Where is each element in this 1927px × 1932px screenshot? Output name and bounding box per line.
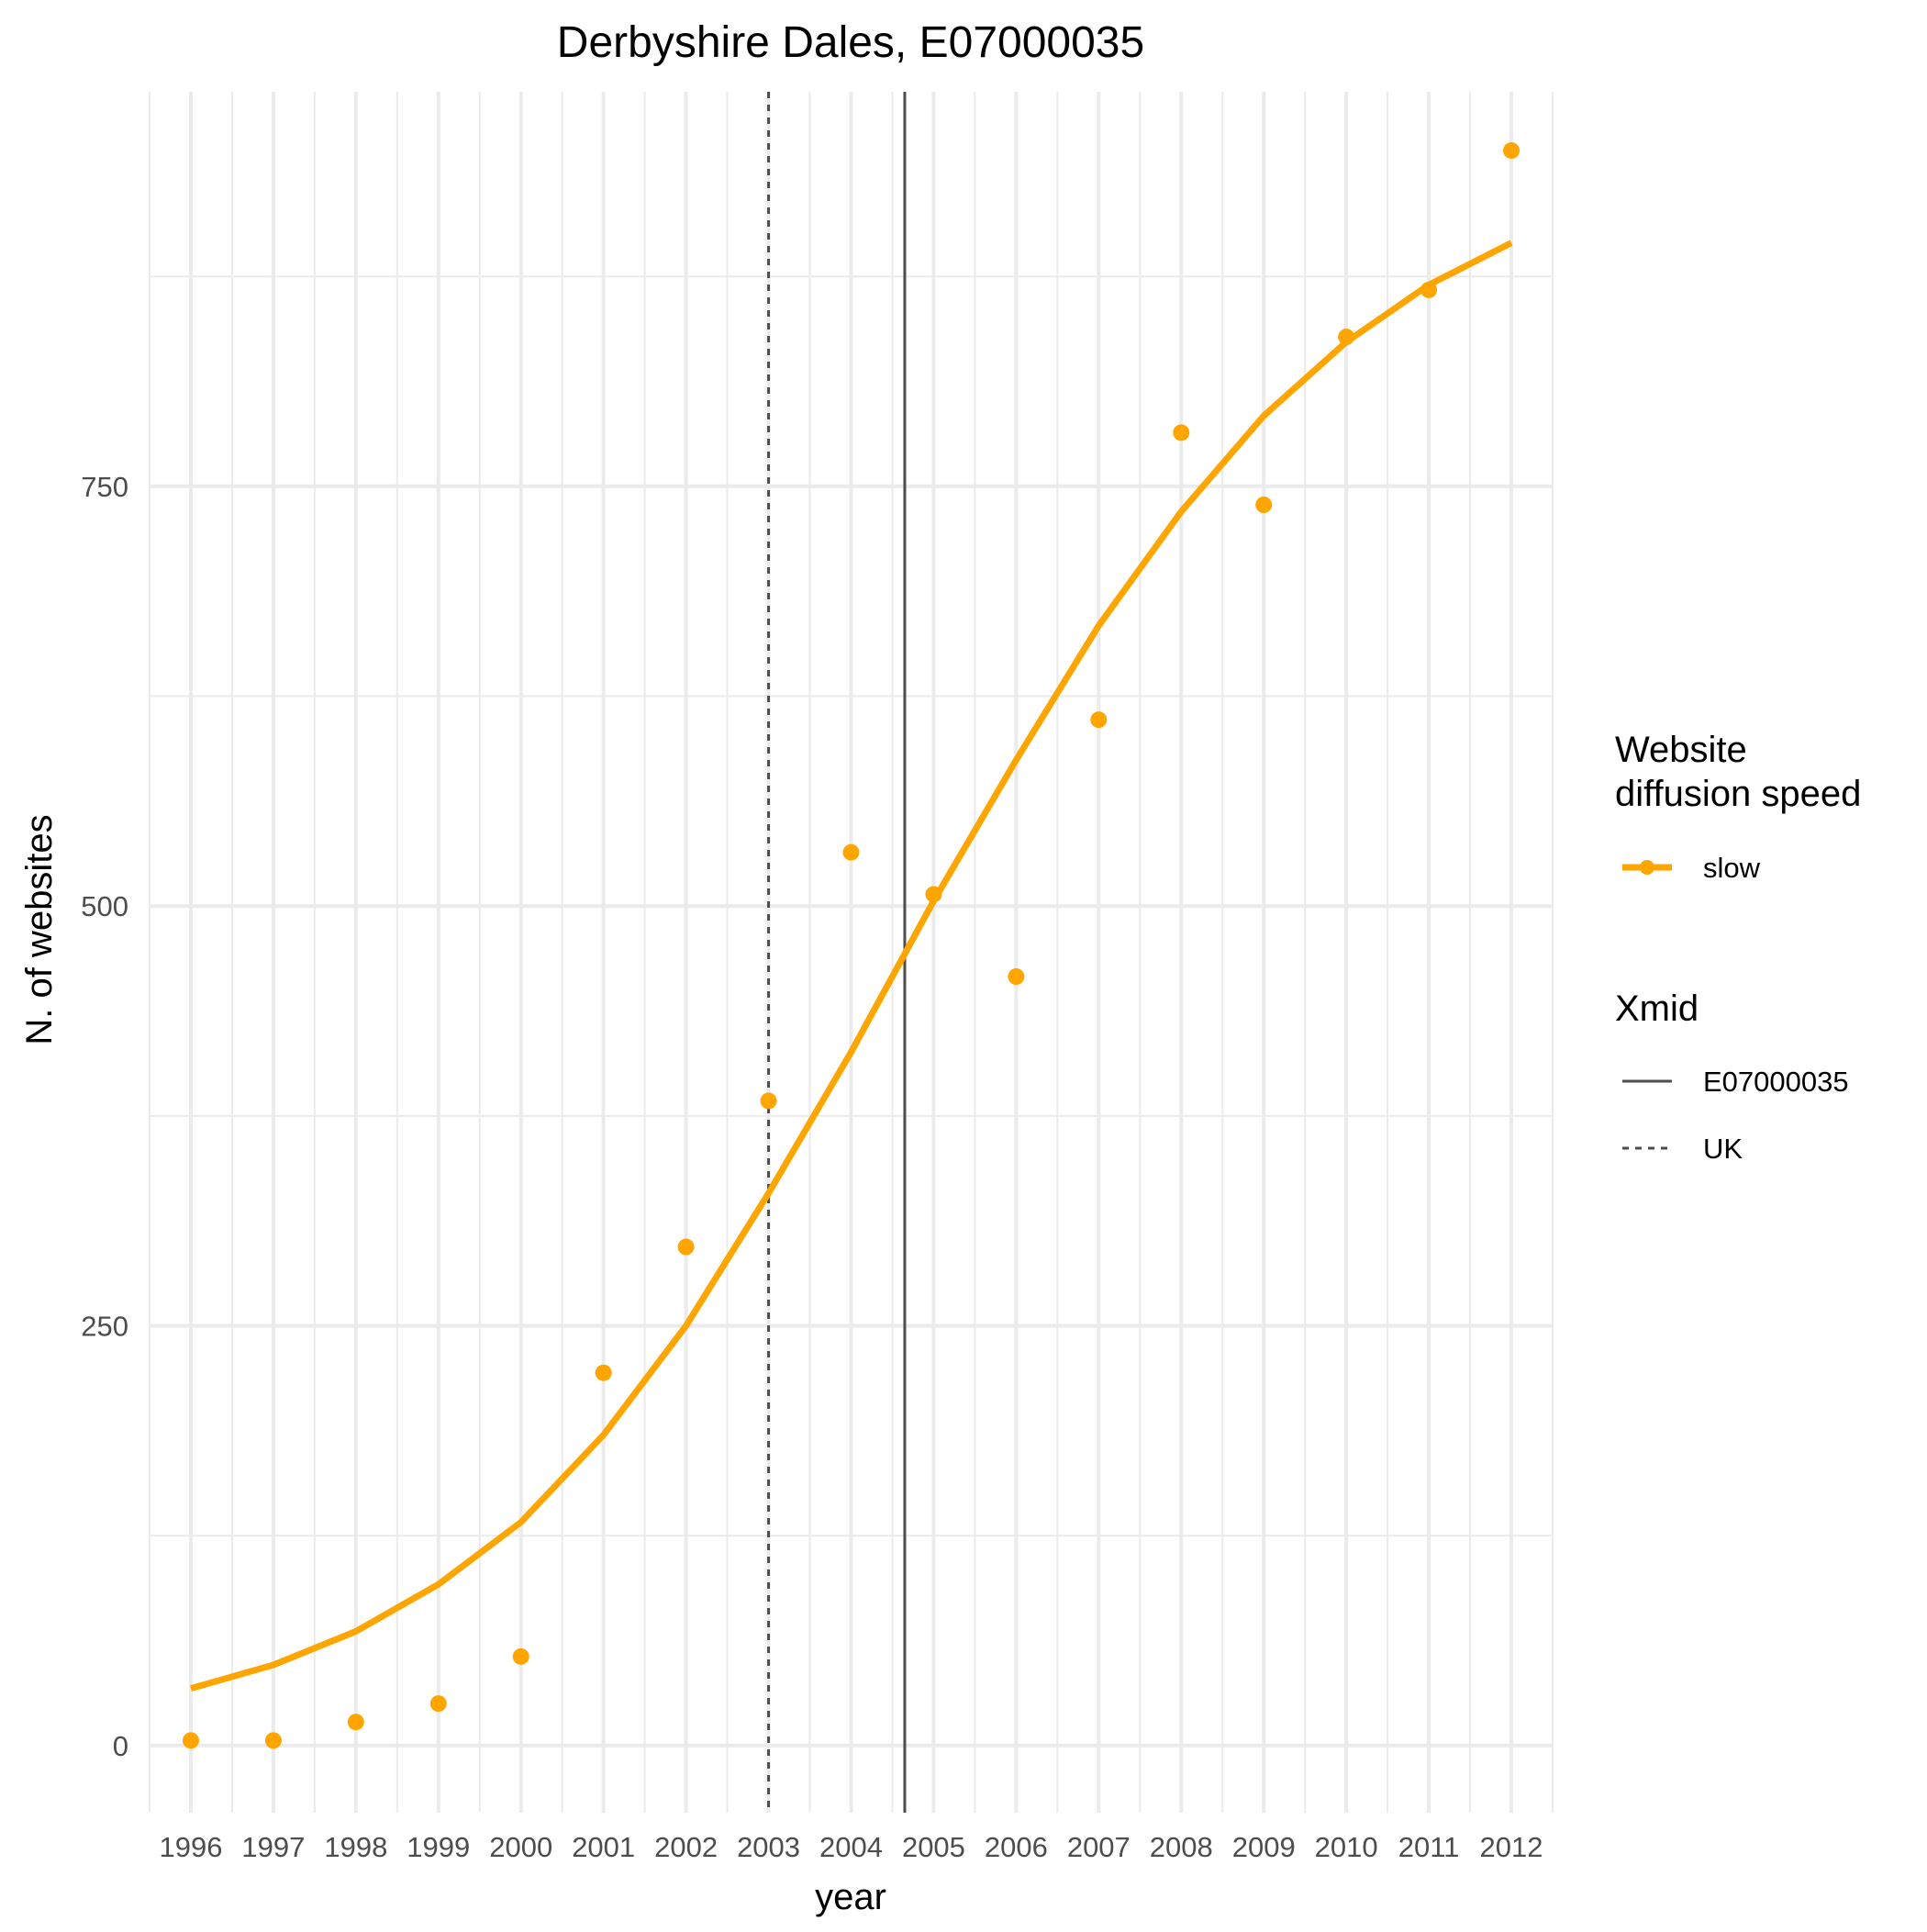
x-tick-label: 2009 xyxy=(1232,1831,1296,1863)
x-tick-label: 2001 xyxy=(572,1831,635,1863)
x-axis-title: year xyxy=(815,1877,886,1917)
data-point xyxy=(264,1732,282,1749)
grid-major xyxy=(150,92,1553,1813)
data-point xyxy=(1420,281,1438,298)
x-tick-label: 2011 xyxy=(1398,1831,1460,1863)
x-tick-label: 1998 xyxy=(324,1831,387,1863)
x-tick-label: 2004 xyxy=(819,1831,883,1863)
x-tick-label: 1999 xyxy=(407,1831,470,1863)
data-point xyxy=(1090,711,1108,729)
x-tick-label: 2008 xyxy=(1150,1831,1213,1863)
fitted-curve-slow xyxy=(190,240,1513,1692)
data-point xyxy=(1255,497,1273,513)
x-tick-label: 1996 xyxy=(159,1831,222,1863)
data-point xyxy=(512,1647,529,1665)
y-axis-title: N. of websites xyxy=(19,814,60,1044)
data-point xyxy=(347,1714,364,1731)
data-points xyxy=(182,142,1520,1749)
x-tick-label: 2003 xyxy=(737,1831,800,1863)
x-tick-label: 2006 xyxy=(985,1831,1048,1863)
data-point xyxy=(760,1092,777,1110)
legend: Website diffusion speed slow Xmid E07000… xyxy=(1615,730,1861,1165)
legend-speed-title-line1: Website xyxy=(1615,730,1747,770)
data-point xyxy=(1173,424,1190,441)
y-tick-labels: 0 250 500 750 xyxy=(81,471,128,1762)
data-point xyxy=(1008,968,1025,986)
legend-key-slow-point xyxy=(1640,860,1654,875)
data-point xyxy=(1338,329,1355,346)
chart-title: Derbyshire Dales, E07000035 xyxy=(557,18,1144,67)
legend-label-uk: UK xyxy=(1703,1133,1743,1165)
legend-key-slow xyxy=(1622,860,1672,875)
x-tick-label: 2002 xyxy=(654,1831,718,1863)
grid-minor xyxy=(149,92,1554,1813)
legend-label-e07000035: E07000035 xyxy=(1703,1066,1849,1098)
legend-label-slow: slow xyxy=(1703,852,1761,884)
data-point xyxy=(1503,142,1520,160)
y-tick-label: 500 xyxy=(81,890,128,922)
data-point xyxy=(677,1238,695,1256)
legend-speed-title-line2: diffusion speed xyxy=(1615,774,1861,814)
data-point xyxy=(842,843,860,861)
data-point xyxy=(595,1364,612,1381)
legend-xmid-title: Xmid xyxy=(1615,988,1699,1029)
x-tick-label: 2007 xyxy=(1067,1831,1131,1863)
data-point xyxy=(429,1695,447,1713)
x-tick-label: 2005 xyxy=(902,1831,965,1863)
y-tick-label: 250 xyxy=(81,1311,128,1343)
data-point xyxy=(182,1732,199,1749)
x-tick-label: 1997 xyxy=(241,1831,305,1863)
x-tick-label: 2012 xyxy=(1480,1831,1543,1863)
data-point xyxy=(925,886,942,903)
x-tick-label: 2010 xyxy=(1315,1831,1378,1863)
y-tick-label: 0 xyxy=(113,1730,128,1762)
x-tick-label: 2000 xyxy=(489,1831,552,1863)
y-tick-label: 750 xyxy=(81,471,128,503)
x-tick-labels: 1996 1997 1998 1999 2000 2001 2002 2003 2004 2005… xyxy=(159,1831,1543,1863)
fitted-curve-group xyxy=(190,240,1513,1692)
